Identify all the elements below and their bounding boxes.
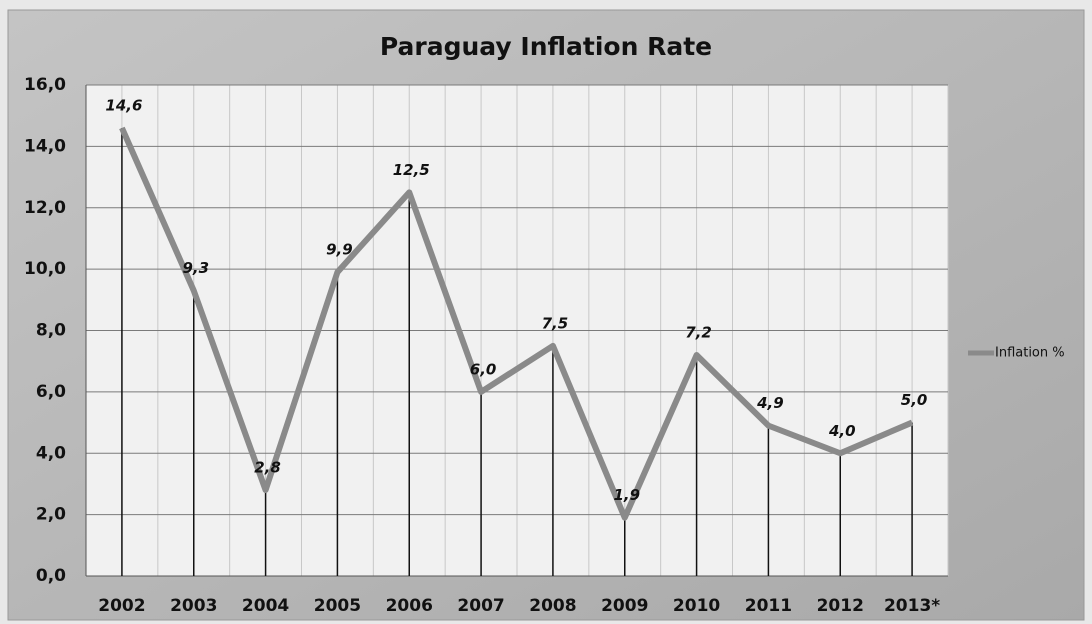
x-tick-label: 2009 — [601, 596, 648, 616]
data-label: 9,9 — [326, 241, 353, 259]
data-label: 4,9 — [756, 394, 784, 412]
x-tick-label: 2008 — [529, 596, 576, 616]
y-tick-label: 6,0 — [36, 382, 66, 402]
data-label: 4,0 — [828, 422, 856, 440]
x-tick-label: 2002 — [98, 596, 145, 616]
x-tick-label: 2004 — [242, 596, 289, 616]
legend-label: Inflation % — [995, 346, 1065, 361]
x-tick-label: 2011 — [745, 596, 792, 616]
data-label: 12,5 — [393, 161, 430, 179]
data-label: 5,0 — [901, 391, 928, 409]
data-label: 6,0 — [470, 360, 497, 378]
y-tick-label: 2,0 — [36, 505, 66, 525]
data-label: 1,9 — [613, 486, 640, 504]
series-line — [119, 126, 914, 521]
y-tick-label: 0,0 — [36, 566, 66, 586]
x-tick-label: 2005 — [314, 596, 361, 616]
x-tick-label: 2013* — [884, 596, 940, 616]
y-tick-label: 14,0 — [24, 136, 66, 156]
data-label: 7,5 — [542, 314, 569, 332]
x-tick-label: 2007 — [457, 596, 504, 616]
y-tick-label: 16,0 — [24, 75, 66, 95]
x-tick-label: 2003 — [170, 596, 217, 616]
data-label: 9,3 — [182, 259, 209, 277]
y-tick-label: 4,0 — [36, 443, 66, 463]
y-tick-label: 10,0 — [24, 259, 66, 279]
data-label: 7,2 — [685, 324, 712, 342]
data-label: 2,8 — [254, 459, 281, 477]
x-tick-label: 2012 — [817, 596, 864, 616]
chart-title: Paraguay Inflation Rate — [380, 32, 712, 61]
data-label: 14,6 — [105, 96, 142, 114]
y-tick-label: 12,0 — [24, 198, 66, 218]
y-tick-label: 8,0 — [36, 321, 66, 341]
x-tick-label: 2010 — [673, 596, 720, 616]
x-tick-label: 2006 — [386, 596, 433, 616]
